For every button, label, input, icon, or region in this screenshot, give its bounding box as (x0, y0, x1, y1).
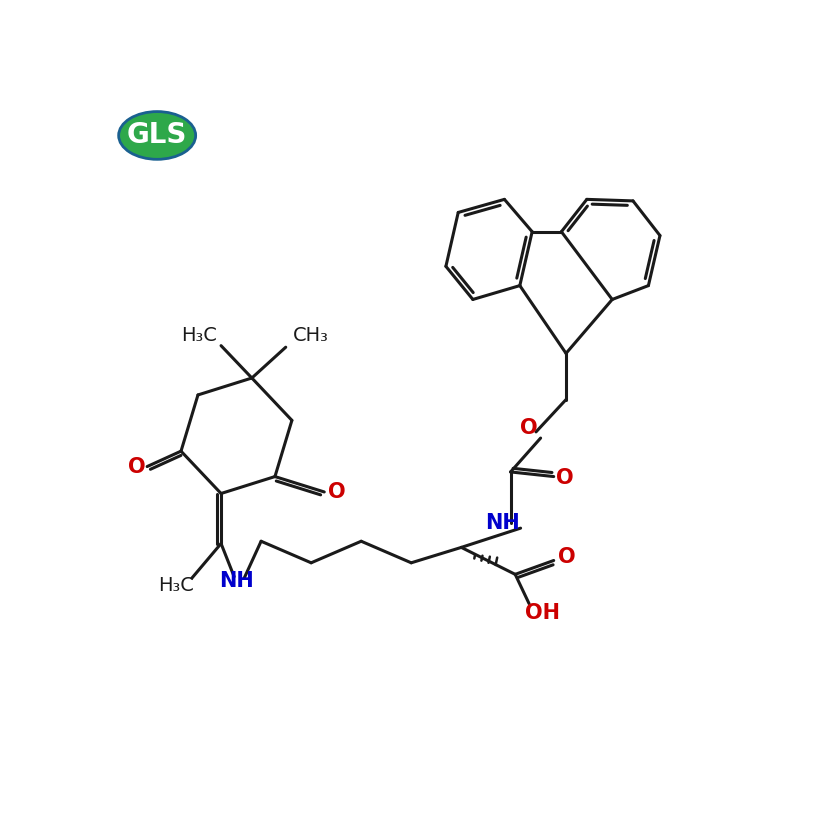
Ellipse shape (118, 112, 196, 160)
Text: CH₃: CH₃ (293, 326, 329, 345)
Text: O: O (556, 468, 574, 488)
Text: O: O (558, 547, 575, 567)
Text: O: O (128, 457, 145, 476)
Text: O: O (520, 418, 538, 438)
Text: H₃C: H₃C (159, 576, 194, 596)
Text: GLS: GLS (127, 122, 187, 150)
Text: NH: NH (485, 512, 519, 533)
Text: OH: OH (525, 603, 559, 622)
Text: H₃C: H₃C (181, 326, 218, 345)
Text: O: O (328, 482, 345, 502)
Text: NH: NH (219, 570, 254, 591)
